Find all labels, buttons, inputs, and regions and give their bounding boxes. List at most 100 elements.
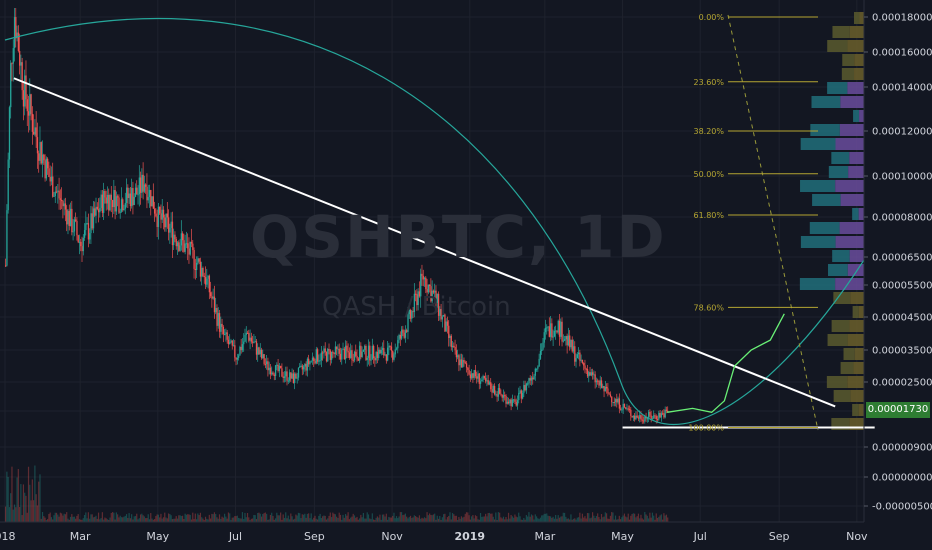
volume-bar (34, 465, 36, 522)
candle-body (556, 330, 558, 333)
volume-bar (103, 519, 105, 522)
candle-body (493, 385, 496, 395)
volume-bar (590, 517, 592, 522)
volume-profile-bar-up (799, 278, 836, 290)
candle-body (82, 237, 84, 252)
time-axis[interactable]: 018 Mar May Jul Sep Nov 2019 Mar May Jul Sep Nov (0, 530, 868, 543)
volume-bar (89, 518, 91, 522)
volume-bar (142, 515, 144, 522)
candle-body (206, 278, 208, 285)
volume-bar (238, 517, 240, 522)
candle-body (397, 340, 399, 349)
volume-bar (10, 493, 12, 522)
candle-body (516, 400, 519, 406)
volume-bar (231, 517, 233, 522)
volume-bar (30, 500, 32, 522)
volume-bar (471, 516, 473, 522)
volume-bar (353, 515, 356, 522)
candle-body (110, 194, 112, 200)
volume-bar (125, 514, 128, 522)
volume-bar (316, 519, 319, 522)
volume-bar (194, 513, 196, 522)
volume-bar (413, 515, 415, 522)
volume-bar (541, 515, 543, 522)
price-axis[interactable]: 0.00018000 0.00016000 0.00014000 0.00012000… (864, 13, 932, 513)
volume-bar (378, 517, 380, 522)
volume-bar (95, 515, 97, 522)
volume-bar (499, 512, 501, 522)
volume-profile-bar-down (839, 222, 864, 234)
candle-body (524, 385, 526, 391)
volume-bar (124, 515, 126, 522)
volume-bar (319, 513, 321, 522)
volume-bar (605, 513, 608, 522)
volume-bar (105, 518, 107, 522)
volume-bar (576, 517, 578, 522)
candle-body (609, 394, 612, 397)
price-tick-label: 0.00002500 (872, 378, 932, 389)
candle-body (612, 402, 614, 404)
volume-bar (13, 504, 16, 522)
volume-bar (553, 518, 555, 522)
volume-bar (252, 518, 254, 522)
volume-bar (152, 519, 154, 522)
candle-body (141, 174, 143, 193)
volume-bar (398, 516, 400, 522)
candle-body (213, 296, 216, 313)
volume-bar (642, 519, 645, 522)
candle-body (61, 199, 63, 202)
candle-body (660, 413, 663, 418)
candle-body (246, 332, 249, 334)
volume-bar (448, 515, 450, 522)
volume-bar (193, 518, 195, 522)
candle-body (411, 311, 413, 319)
volume-bar (530, 514, 533, 522)
volume-bar (229, 513, 231, 522)
candle-body (535, 368, 538, 370)
volume-profile-bar-up (826, 376, 848, 388)
candle-body (145, 184, 147, 187)
candle-body (346, 345, 348, 351)
volume-bar (516, 517, 519, 522)
volume-bar (63, 513, 65, 522)
volume-bar (546, 513, 548, 522)
candle-body (159, 206, 161, 214)
volume-bar (523, 518, 525, 522)
candle-body (178, 242, 180, 251)
volume-bar (634, 513, 636, 522)
volume-bar (120, 517, 123, 522)
candle-body (372, 345, 375, 359)
volume-bar (474, 515, 477, 522)
candle-body (463, 359, 465, 363)
volume-bar (297, 512, 300, 522)
candle-body (370, 359, 372, 361)
volume-bar (344, 514, 347, 522)
volume-bar (55, 512, 58, 522)
candle-body (48, 168, 50, 178)
volume-profile-bar-up (828, 166, 849, 178)
volume-bar (551, 517, 553, 522)
candle-body (553, 330, 556, 337)
candle-body (147, 197, 149, 201)
candle-body (106, 194, 109, 204)
candle-body (296, 377, 298, 379)
candle-body (459, 359, 461, 366)
volume-bar (423, 517, 426, 522)
volume-bar (476, 516, 478, 522)
volume-bar (313, 517, 315, 522)
candle-body (320, 352, 323, 361)
volume-bar (239, 518, 241, 522)
candle-body (658, 412, 660, 420)
candle-body (454, 346, 456, 351)
volume-profile-bar-down (847, 82, 864, 94)
candle-body (109, 194, 111, 211)
candle-body (105, 197, 107, 204)
time-tick-label: Nov (846, 530, 868, 543)
candle-body (427, 284, 430, 293)
volume-bar (332, 512, 334, 522)
candle-body (85, 223, 87, 231)
candle-body (292, 373, 295, 383)
volume-bar (445, 519, 447, 522)
volume-bar (139, 514, 142, 522)
